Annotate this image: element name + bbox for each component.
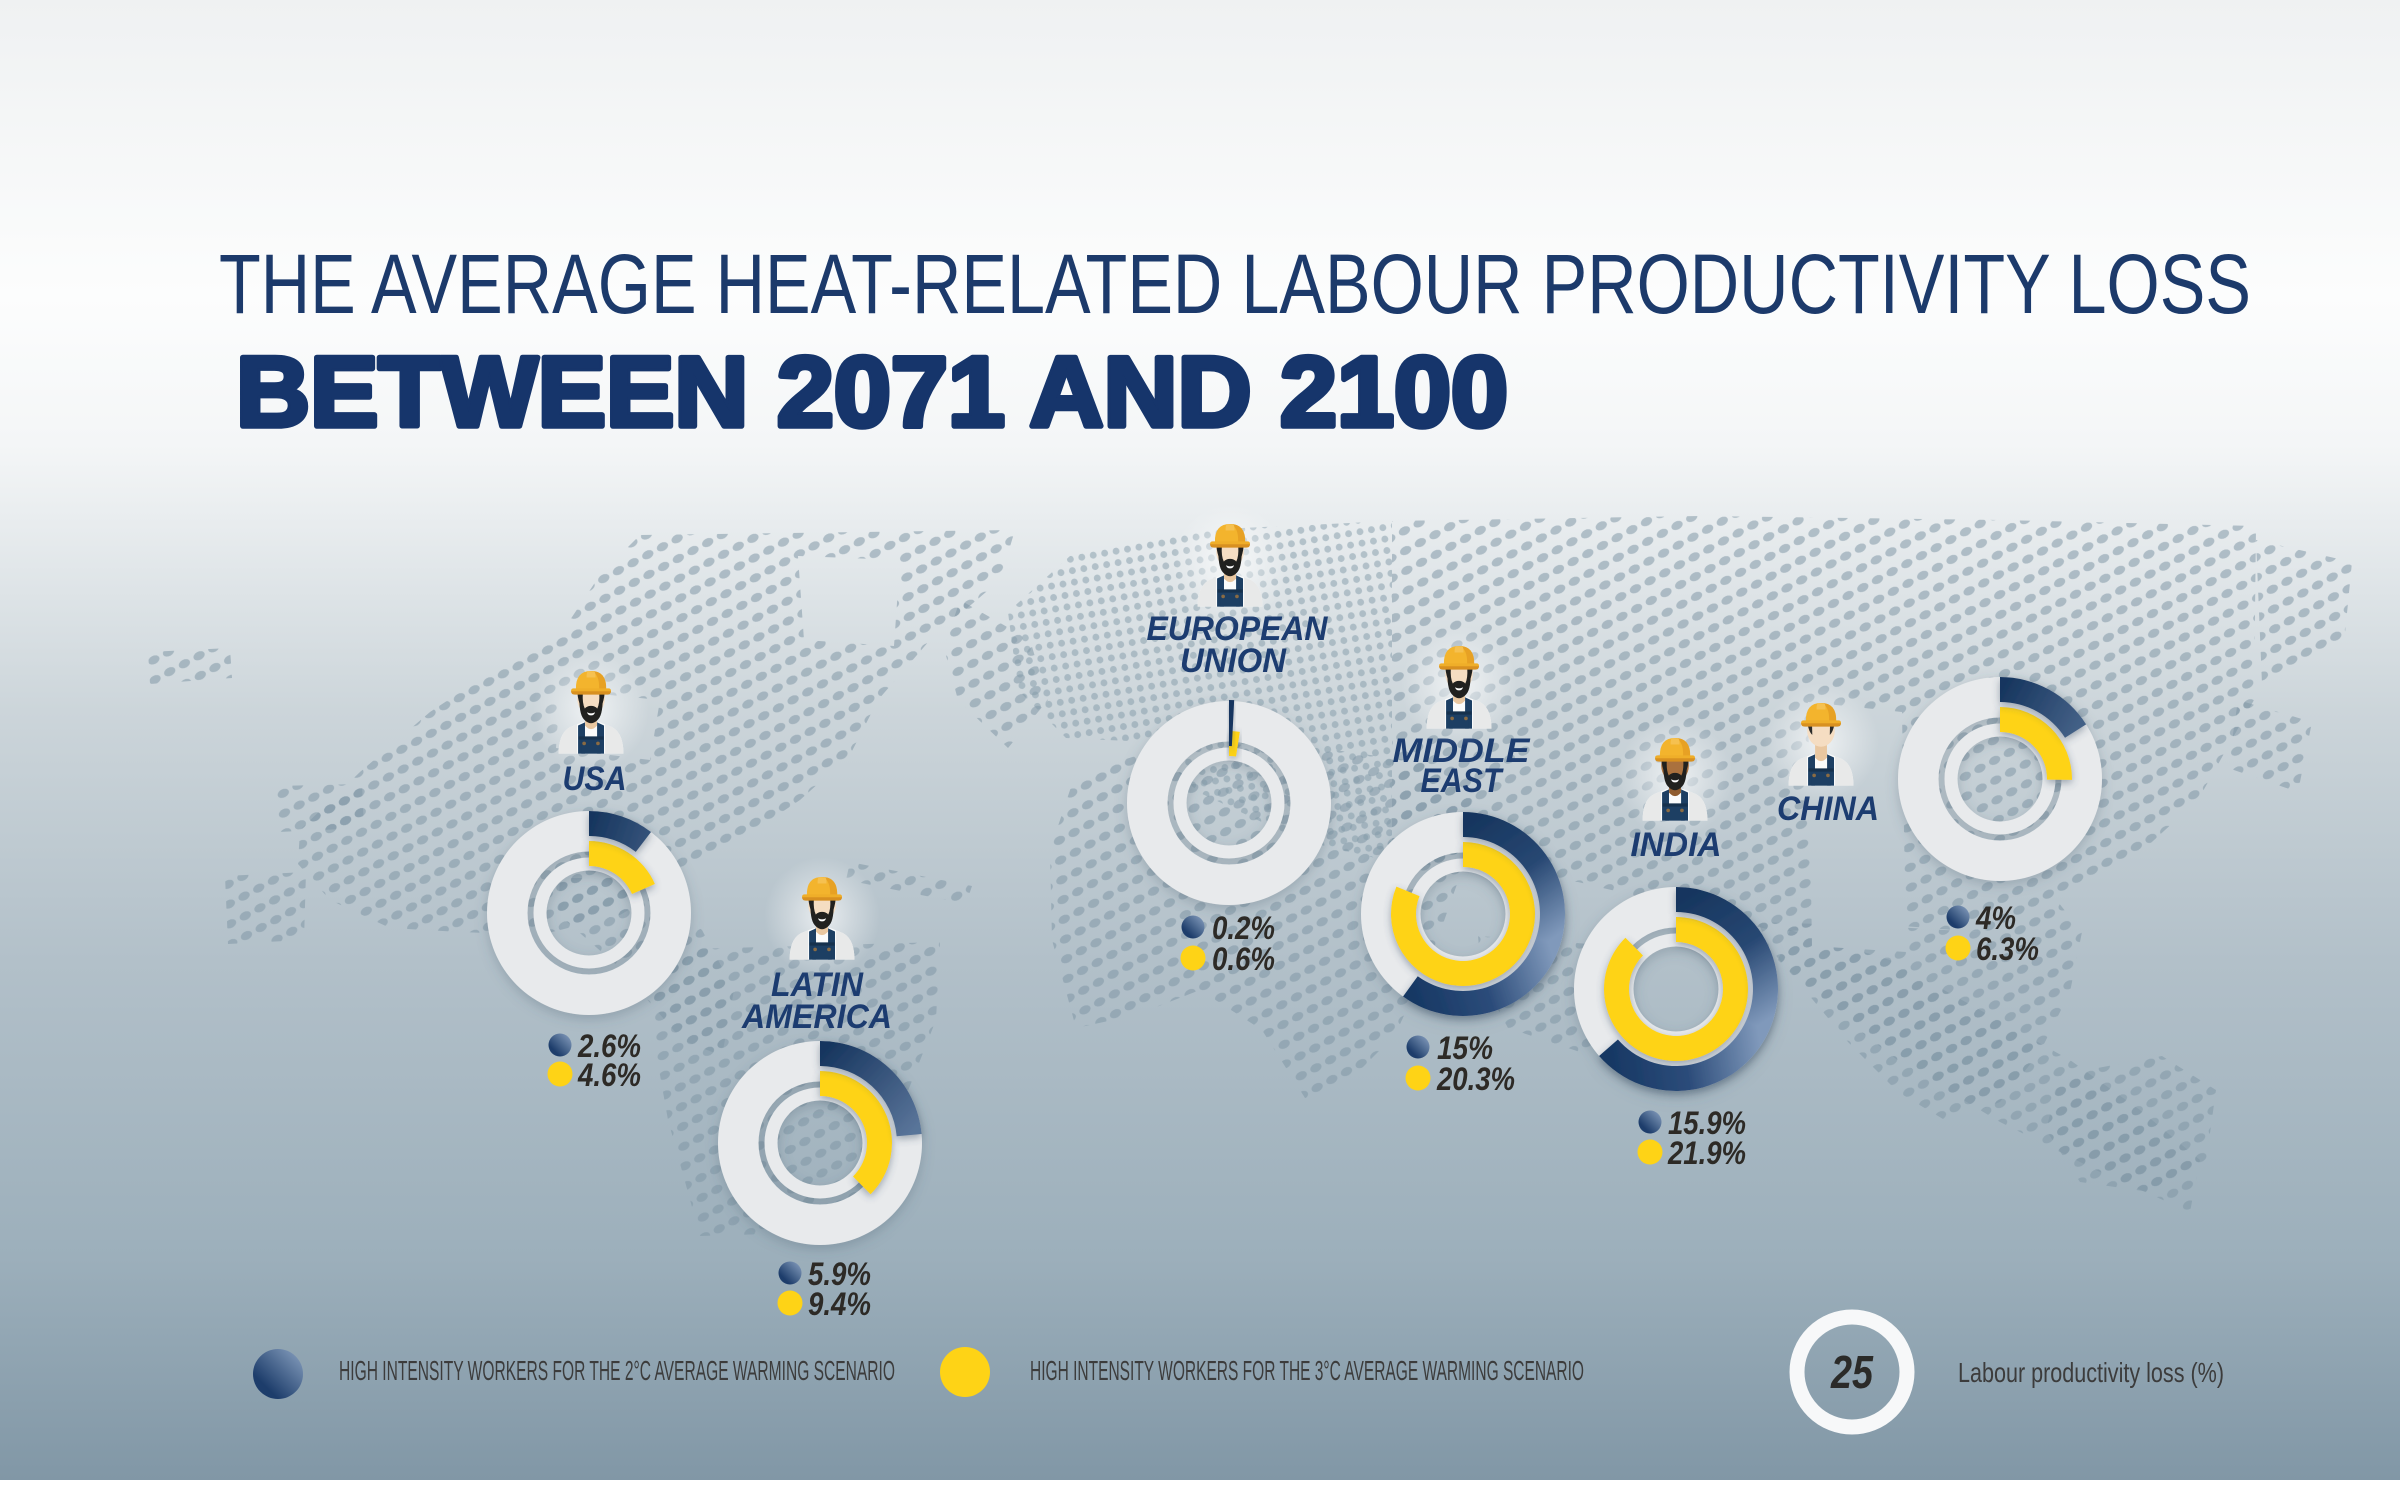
svg-text:Labour productivity loss (%): Labour productivity loss (%) — [1958, 1357, 2224, 1388]
svg-text:4.6%: 4.6% — [577, 1057, 641, 1093]
svg-text:THE AVERAGE HEAT-RELATED LABOU: THE AVERAGE HEAT-RELATED LABOUR PRODUCTI… — [219, 237, 2251, 331]
svg-text:EAST: EAST — [1421, 762, 1505, 800]
svg-text:5.9%: 5.9% — [808, 1256, 871, 1292]
svg-text:6.3%: 6.3% — [1976, 931, 2039, 967]
svg-text:4%: 4% — [1975, 900, 2016, 936]
svg-text:20.3%: 20.3% — [1436, 1061, 1515, 1097]
svg-text:25: 25 — [1830, 1346, 1874, 1398]
svg-text:15%: 15% — [1437, 1030, 1493, 1066]
svg-text:AMERICA: AMERICA — [741, 998, 892, 1036]
svg-text:21.9%: 21.9% — [1667, 1135, 1746, 1171]
svg-text:9.4%: 9.4% — [808, 1286, 871, 1322]
svg-text:HIGH INTENSITY WORKERS FOR THE: HIGH INTENSITY WORKERS FOR THE 3°C AVERA… — [1030, 1355, 1584, 1386]
svg-text:2.6%: 2.6% — [577, 1028, 641, 1064]
svg-text:0.2%: 0.2% — [1212, 910, 1275, 946]
svg-text:UNION: UNION — [1180, 642, 1287, 680]
svg-text:15.9%: 15.9% — [1668, 1105, 1746, 1141]
svg-text:0.6%: 0.6% — [1212, 941, 1275, 977]
svg-text:HIGH INTENSITY WORKERS FOR THE: HIGH INTENSITY WORKERS FOR THE 2°C AVERA… — [339, 1355, 895, 1386]
svg-text:BETWEEN 2071 AND 2100: BETWEEN 2071 AND 2100 — [236, 336, 1508, 447]
